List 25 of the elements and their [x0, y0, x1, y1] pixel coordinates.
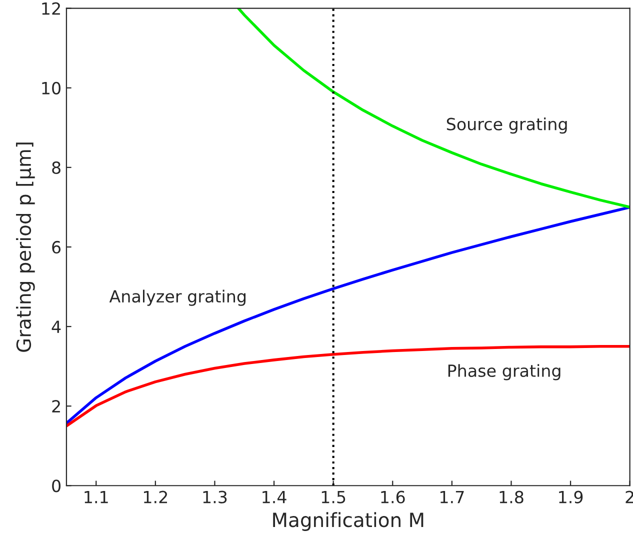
x-tick-label: 1.9 — [559, 490, 583, 504]
y-tick-label: 4 — [52, 320, 61, 333]
line-series — [66, 345, 630, 428]
y-tick-label: 8 — [52, 161, 60, 174]
line-series — [237, 8, 630, 209]
x-tick-label: 1.3 — [203, 490, 227, 504]
x-tick-label: 1.7 — [440, 491, 464, 504]
x-tick-label: 1.5 — [322, 491, 346, 504]
y-tick-label: 0 — [52, 480, 60, 492]
line-series — [66, 206, 630, 425]
y-tick-label: 10 — [42, 82, 60, 94]
x-tick-label: 1.4 — [262, 491, 286, 504]
x-axis-title: Magnification M — [273, 512, 424, 531]
y-tick-label: 6 — [52, 240, 61, 254]
series-label: Analyzer grating — [109, 290, 246, 306]
x-tick-label: 1.2 — [144, 490, 167, 504]
x-tick-label: 1.8 — [500, 490, 524, 504]
series-label: Phase grating — [448, 364, 560, 380]
y-axis-title: Grating period p [µm] — [16, 142, 35, 352]
series-label: Source grating — [446, 118, 567, 134]
y-tick-label: 2 — [52, 400, 60, 412]
x-tick-label: 1.1 — [84, 491, 108, 504]
x-tick-label: 2 — [626, 490, 633, 504]
x-tick-label: 1.6 — [381, 490, 405, 504]
y-tick-label: 12 — [42, 2, 60, 15]
